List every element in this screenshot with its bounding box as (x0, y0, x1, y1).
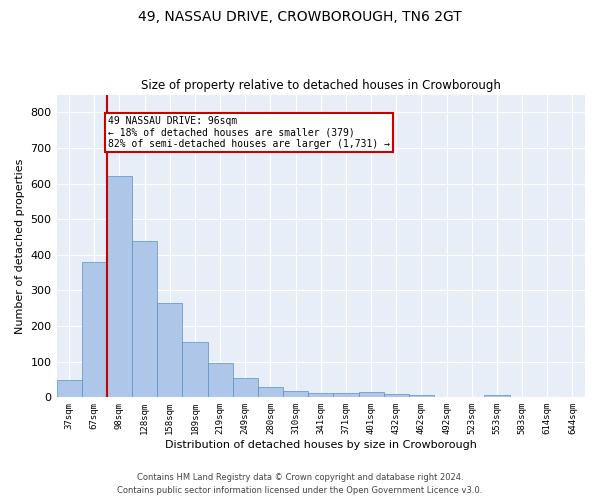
Bar (208, 363, 233, 398)
Title: Size of property relative to detached houses in Crowborough: Size of property relative to detached ho… (141, 79, 501, 92)
Bar (56, 380, 82, 398)
Bar (132, 240, 157, 398)
X-axis label: Distribution of detached houses by size in Crowborough: Distribution of detached houses by size … (165, 440, 477, 450)
Bar (334, 394, 359, 398)
Bar (233, 378, 258, 398)
Bar (82, 262, 107, 398)
Bar (308, 394, 334, 398)
Bar (157, 303, 182, 398)
Bar (409, 395, 434, 398)
Text: 49 NASSAU DRIVE: 96sqm
← 18% of detached houses are smaller (379)
82% of semi-de: 49 NASSAU DRIVE: 96sqm ← 18% of detached… (108, 116, 390, 149)
Bar (258, 387, 283, 398)
Text: 49, NASSAU DRIVE, CROWBOROUGH, TN6 2GT: 49, NASSAU DRIVE, CROWBOROUGH, TN6 2GT (138, 10, 462, 24)
Bar (359, 392, 383, 398)
Bar (182, 342, 208, 398)
Bar (383, 394, 409, 398)
Bar (484, 395, 509, 398)
Y-axis label: Number of detached properties: Number of detached properties (15, 158, 25, 334)
Text: Contains HM Land Registry data © Crown copyright and database right 2024.
Contai: Contains HM Land Registry data © Crown c… (118, 474, 482, 495)
Bar (283, 391, 308, 398)
Bar (107, 176, 132, 398)
